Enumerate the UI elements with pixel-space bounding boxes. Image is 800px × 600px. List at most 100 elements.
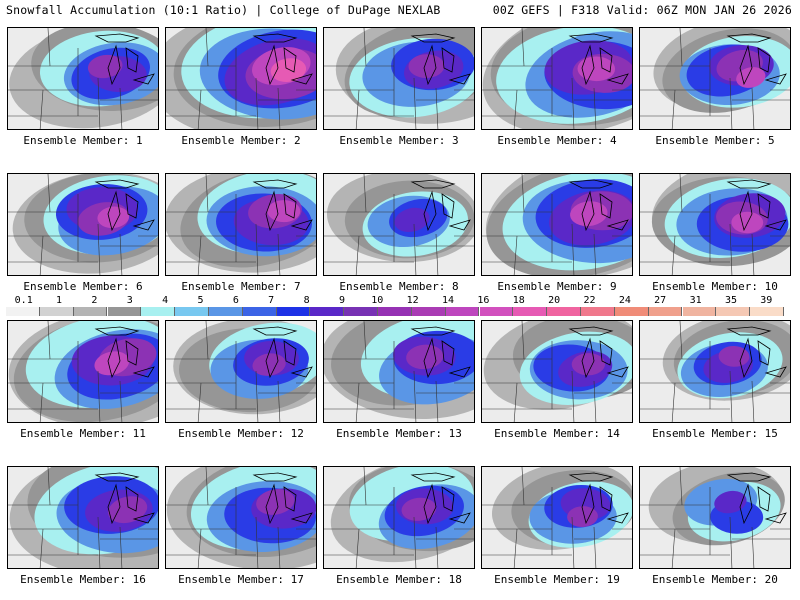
great-lakes-outline	[252, 472, 313, 525]
snowfall-map	[324, 28, 474, 129]
snowfall-map	[324, 321, 474, 422]
snowfall-contour	[87, 54, 123, 79]
ensemble-member-label: Ensemble Member: 2	[181, 134, 301, 147]
colorbar-segment	[378, 307, 412, 316]
colorbar-tick-label: 16	[477, 295, 490, 306]
ensemble-map-panel	[639, 320, 791, 423]
ensemble-map-panel	[7, 320, 159, 423]
colorbar-tick-label: 4	[162, 295, 169, 306]
ensemble-map-panel	[639, 173, 791, 276]
snowfall-map	[8, 321, 158, 422]
state-borders	[166, 174, 316, 275]
state-borders	[324, 28, 474, 129]
colorbar-tick-label: 22	[583, 295, 596, 306]
colorbar-tick-label: 12	[406, 295, 419, 306]
ensemble-map-panel	[7, 27, 159, 130]
state-borders	[324, 174, 474, 275]
state-borders	[8, 28, 158, 129]
ensemble-map-panel	[481, 466, 633, 569]
colorbar-tick-label: 18	[512, 295, 525, 306]
great-lakes-outline	[726, 326, 787, 379]
snowfall-map	[482, 174, 632, 275]
ensemble-member-label: Ensemble Member: 7	[181, 280, 301, 293]
snowfall-map	[640, 174, 790, 275]
snowfall-contour	[408, 54, 445, 79]
colorbar-segment	[141, 307, 176, 316]
snowfall-contour	[97, 206, 130, 229]
colorbar-segment	[73, 307, 108, 316]
colorbar-tick-label: 39	[760, 295, 773, 306]
snowfall-map	[482, 321, 632, 422]
ensemble-member-label: Ensemble Member: 10	[652, 280, 778, 293]
snowfall-map	[640, 28, 790, 129]
ensemble-map-panel	[481, 173, 633, 276]
snowfall-map	[8, 467, 158, 568]
snowfall-map	[166, 28, 316, 129]
ensemble-member-label: Ensemble Member: 19	[494, 573, 620, 586]
state-borders	[640, 321, 790, 422]
colorbar-segment	[209, 307, 243, 316]
colorbar-tick-label: 35	[724, 295, 738, 306]
state-borders	[8, 467, 158, 568]
ensemble-map-panel	[639, 466, 791, 569]
great-lakes-outline	[568, 326, 629, 379]
great-lakes-outline	[252, 179, 313, 232]
ensemble-map-panel	[323, 27, 475, 130]
great-lakes-outline	[410, 33, 471, 86]
colorbar-tick-label: 24	[618, 295, 631, 306]
ensemble-member-label: Ensemble Member: 1	[23, 134, 143, 147]
ensemble-member-label: Ensemble Member: 15	[652, 427, 778, 440]
ensemble-map-panel	[481, 320, 633, 423]
snowfall-map	[482, 467, 632, 568]
snowfall-contour	[718, 345, 750, 367]
ensemble-member-label: Ensemble Member: 12	[178, 427, 304, 440]
ensemble-map-panel	[639, 27, 791, 130]
great-lakes-outline	[410, 472, 471, 525]
ensemble-map-panel	[481, 27, 633, 130]
ensemble-member-label: Ensemble Member: 5	[655, 134, 775, 147]
state-borders	[324, 467, 474, 568]
colorbar-segment	[581, 307, 615, 316]
colorbar-segment	[682, 307, 717, 316]
great-lakes-outline	[94, 33, 155, 86]
snowfall-contour	[731, 211, 764, 234]
great-lakes-outline	[726, 179, 787, 232]
snowfall-map	[324, 467, 474, 568]
state-borders	[166, 467, 316, 568]
colorbar-tick-label: 0.1	[14, 295, 33, 306]
colorbar-tick-label: 2	[91, 295, 98, 306]
ensemble-member-label: Ensemble Member: 11	[20, 427, 146, 440]
snowfall-map	[640, 467, 790, 568]
ensemble-map-panel	[323, 173, 475, 276]
ensemble-member-label: Ensemble Member: 9	[497, 280, 617, 293]
colorbar-segment	[411, 307, 446, 316]
colorbar-segment	[276, 307, 311, 316]
colorbar-segment	[6, 307, 40, 316]
state-borders	[482, 467, 632, 568]
colorbar-segment	[716, 307, 751, 316]
colorbar-tick-label: 5	[197, 295, 204, 306]
colorbar-tick-label: 27	[654, 295, 667, 306]
chart-title: Snowfall Accumulation (10:1 Ratio) | Col…	[6, 3, 441, 17]
great-lakes-outline	[726, 33, 787, 86]
snowfall-contour	[577, 56, 616, 82]
state-borders	[166, 321, 316, 422]
colorbar-segment	[175, 307, 209, 316]
state-borders	[640, 174, 790, 275]
snowfall-contour	[714, 490, 747, 514]
ensemble-member-label: Ensemble Member: 18	[336, 573, 462, 586]
snowfall-contour	[394, 207, 430, 233]
great-lakes-outline	[410, 179, 471, 232]
snowfall-map	[166, 467, 316, 568]
colorbar-segment	[614, 307, 649, 316]
colorbar-segment	[242, 307, 277, 316]
ensemble-member-label: Ensemble Member: 3	[339, 134, 459, 147]
colorbar-segment	[445, 307, 480, 316]
colorbar-tick-label: 8	[303, 295, 310, 306]
ensemble-member-label: Ensemble Member: 16	[20, 573, 146, 586]
colorbar-tick-label: 3	[126, 295, 133, 306]
colorbar-tick-label: 9	[338, 295, 346, 306]
state-borders	[640, 28, 790, 129]
ensemble-map-panel	[165, 466, 317, 569]
snowfall-contour	[570, 201, 608, 227]
